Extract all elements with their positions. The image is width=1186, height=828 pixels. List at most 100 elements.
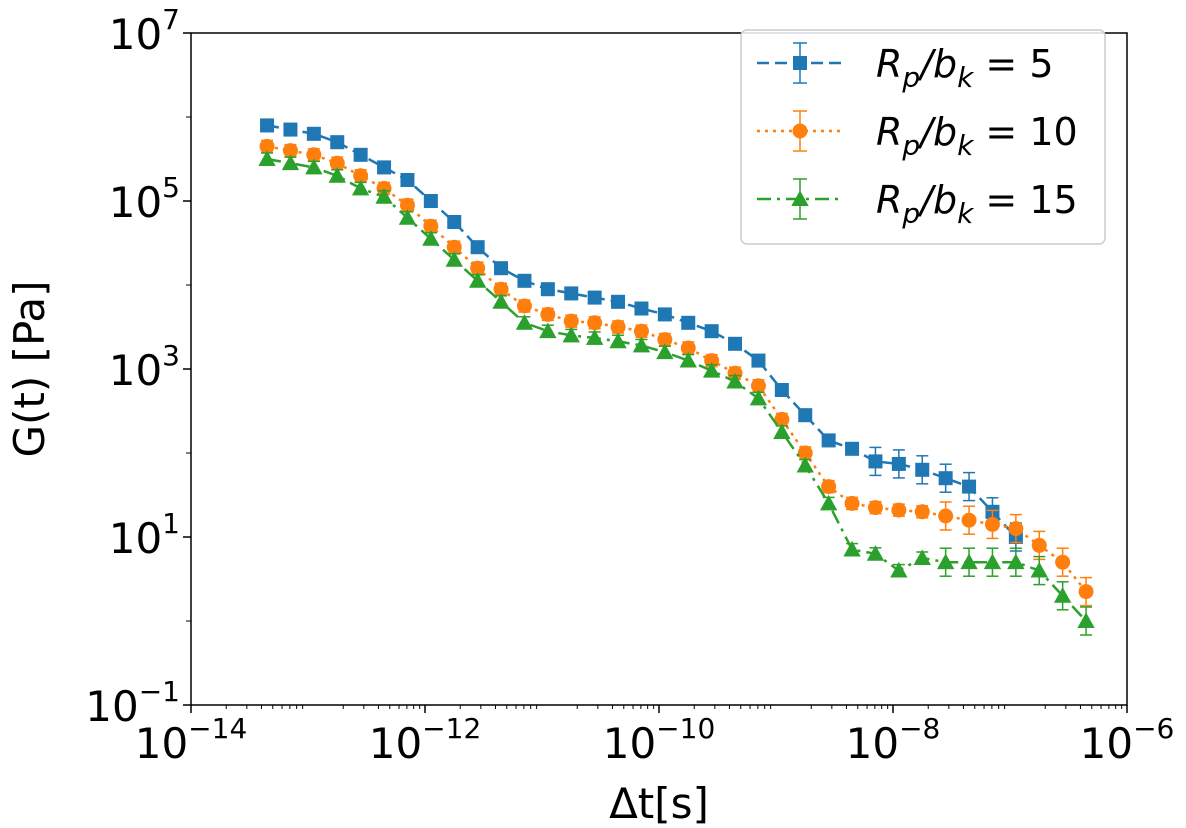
series-2-point (470, 260, 486, 276)
legend-label: Rp/bk = 15 (876, 178, 1078, 230)
series-3-point (1053, 587, 1072, 603)
series-3-point (351, 179, 370, 196)
series-2-point (399, 197, 415, 213)
series-3-point (632, 336, 651, 353)
series-2-point (587, 315, 603, 331)
series-1-point (470, 240, 485, 255)
series-3-point (258, 150, 276, 166)
series-1-point (517, 273, 532, 288)
series-2-point (353, 168, 369, 184)
series-3-point (1030, 561, 1048, 578)
series-1-point (962, 479, 977, 494)
legend-marker (791, 190, 809, 206)
legend-entry-1: Rp/bk = 5 (757, 42, 1054, 94)
series-2-point (1031, 537, 1047, 553)
legend-entry-3: Rp/bk = 15 (757, 178, 1078, 230)
series-3-point (866, 545, 885, 561)
series-1-point (798, 408, 813, 423)
series-3-point (656, 343, 674, 360)
series-2-point (680, 340, 696, 356)
series-1-point (751, 353, 766, 368)
series-2-point (844, 495, 860, 511)
series-1-point (611, 294, 626, 309)
legend-marker (792, 123, 808, 139)
series-2-point (1008, 521, 1024, 537)
series-1-point (494, 261, 509, 276)
x-axis-label: Δt[s] (609, 779, 709, 828)
y-axis-label: G(t) [Pa] (5, 280, 54, 457)
series-2-point (633, 323, 649, 339)
axis-ticks: 10−14 10−12 10−10 10−8 10−6 10−1 101 103 105 107 (85, 3, 1174, 768)
series-2-point (797, 445, 813, 461)
series-1 (260, 118, 1023, 552)
series-3-point (679, 351, 697, 368)
series-1-point (283, 122, 298, 137)
series-2-point (540, 306, 556, 322)
series-3-point (445, 251, 463, 267)
series-1-point (587, 290, 602, 305)
series-1-point (915, 462, 930, 477)
series-2-point (938, 508, 954, 524)
series-1-point (330, 135, 345, 150)
series-2-point (516, 298, 532, 314)
series-2-point (306, 147, 322, 163)
series-1-point (540, 282, 555, 297)
series-2-point (891, 502, 907, 518)
series-1-point (634, 301, 649, 316)
y-tick-label: 107 (109, 3, 180, 59)
series-1-point (681, 315, 696, 330)
series-3-point (375, 188, 393, 204)
series-1-point (447, 215, 462, 229)
x-tick-label: 10−10 (603, 712, 716, 768)
series-3-point (609, 332, 627, 349)
series-2-point (610, 319, 626, 335)
series-2-point (1078, 584, 1094, 600)
series-3-point (843, 540, 861, 557)
y-tick-label: 10−1 (85, 675, 180, 731)
series-1-point (821, 433, 836, 448)
series-3-point (468, 272, 487, 288)
legend-box (740, 29, 1106, 245)
series-1-point (891, 456, 906, 471)
series-3-point (819, 494, 838, 511)
series-1-point (774, 383, 789, 397)
series-2-point (914, 504, 930, 520)
legend: Rp/bk = 5 Rp/bk = 10 Rp/bk = 15 (740, 29, 1106, 245)
series-1-point (657, 307, 672, 322)
legend-marker (793, 56, 807, 70)
series-1-point (938, 471, 953, 486)
series-3-point (328, 167, 346, 183)
series-2-point (961, 512, 977, 528)
data-marks (258, 118, 1095, 636)
series-3-point (515, 314, 534, 330)
series-3-point (422, 230, 440, 246)
series-2-point (329, 155, 345, 171)
series-1-point (728, 336, 743, 351)
series-3-point (936, 553, 955, 570)
series-3-point (796, 456, 814, 473)
series-3-point (773, 423, 791, 439)
series-3-point (983, 553, 1002, 570)
series-3-point (890, 561, 908, 578)
series-2-point (984, 516, 1000, 532)
series-1-point (306, 126, 321, 141)
series-3-point (726, 372, 744, 389)
series-3-point (398, 209, 417, 225)
legend-label: Rp/bk = 5 (876, 42, 1054, 94)
series-3-point (702, 362, 721, 378)
series-2-point (446, 239, 462, 255)
series-1-point (377, 160, 392, 175)
x-tick-label: 10−12 (369, 712, 482, 768)
series-3 (258, 150, 1095, 636)
y-tick-label: 103 (109, 339, 180, 395)
series-1-point (423, 194, 438, 208)
series-2-point (657, 332, 673, 348)
series-1-point (353, 147, 368, 162)
series-2-point (563, 313, 579, 329)
series-1-point (400, 173, 415, 187)
series-2-point (867, 500, 883, 516)
series-1-line (266, 124, 1017, 538)
y-tick-label: 101 (109, 507, 180, 563)
series-3-point (585, 329, 604, 345)
series-2-point (821, 479, 837, 495)
